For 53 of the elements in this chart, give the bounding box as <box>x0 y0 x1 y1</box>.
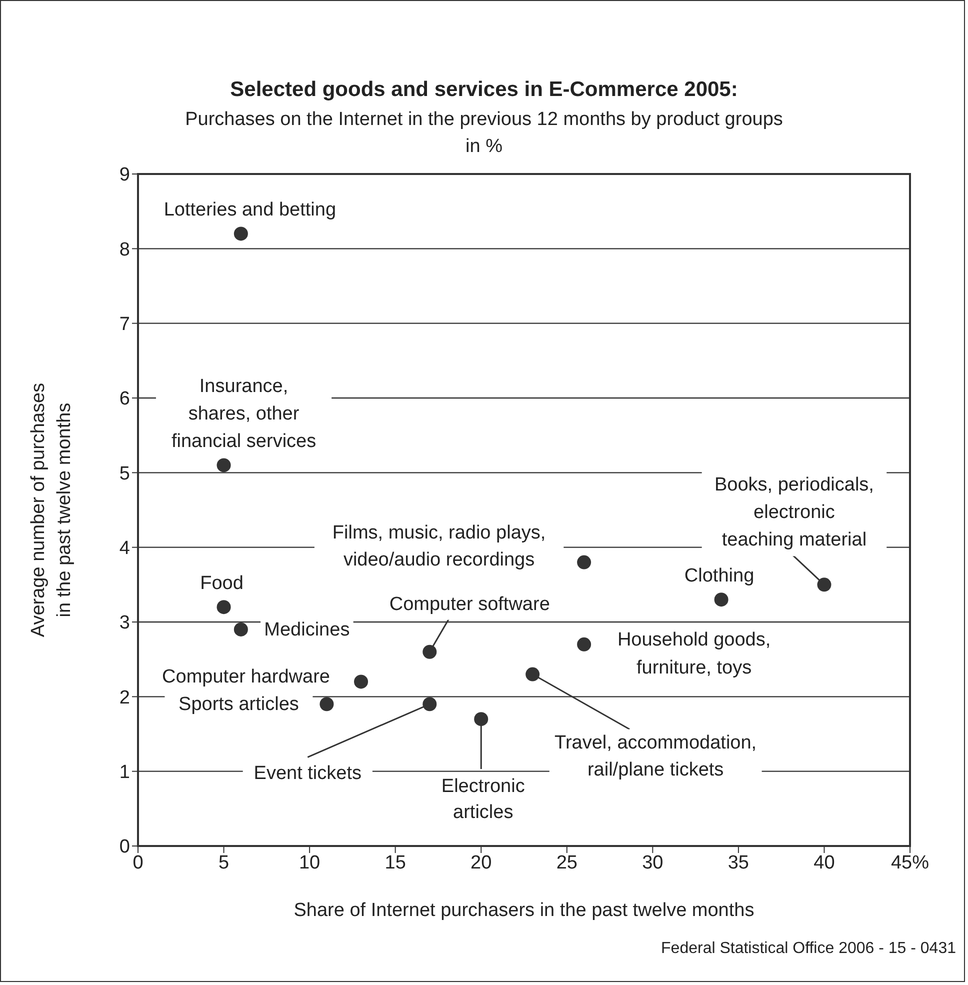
point <box>474 712 488 726</box>
point <box>422 644 437 659</box>
y-tick-label: 9 <box>119 164 130 186</box>
x-tick-label: 45% <box>890 852 930 874</box>
x-tick-label: 5 <box>218 852 230 874</box>
point <box>577 555 592 570</box>
x-axis-title: Share of Internet purchasers in the past twelve months <box>294 900 754 921</box>
annotation: Lotteries and betting <box>164 200 336 221</box>
y-axis-title: Average number of purchases in the past twelve months <box>28 382 75 638</box>
text: Federal Statistical Office 2006 - 15 - 0431 <box>661 940 956 957</box>
y-tick-label: 8 <box>119 239 130 260</box>
x-tick-label: 20 <box>470 852 492 874</box>
x-tick-label: 0 <box>132 852 144 874</box>
x-tick-label: 35 <box>728 852 750 874</box>
x-tick-label: 30 <box>642 852 664 874</box>
annotation: Travel, accommodation, rail/plane tickets <box>554 732 757 780</box>
point <box>422 697 437 712</box>
y-tick-label: 6 <box>119 388 130 410</box>
point <box>234 622 248 636</box>
y-tick-label: 7 <box>119 314 130 336</box>
point <box>526 667 540 682</box>
annotation: Medicines <box>264 619 350 640</box>
annotation: Clothing <box>684 566 754 587</box>
annotation: Insurance, shares, other financial services <box>171 376 316 452</box>
x-tick-label: 15 <box>384 852 406 874</box>
chart-subtitle: Purchases on the Internet in the previous 12 months by product groups in % <box>184 108 784 159</box>
y-tick-label: 3 <box>119 612 130 634</box>
y-tick-label: 4 <box>119 538 130 560</box>
y-tick-label: 0 <box>119 836 130 858</box>
y-tick-label: 5 <box>119 463 130 484</box>
annotation: Event tickets <box>254 763 362 784</box>
annotation: Food <box>200 573 244 594</box>
y-tick-label: 2 <box>119 687 130 708</box>
y-tick-label: 1 <box>119 762 130 784</box>
annotation: Sports articles <box>178 694 299 716</box>
annotation: Films, music, radio plays, video/audio recordings <box>332 522 546 570</box>
annotation: Books, periodicals, electronic teaching material <box>714 474 874 551</box>
point <box>817 578 832 592</box>
x-tick-label: 25 <box>556 852 578 874</box>
annotation: Computer hardware <box>162 666 330 688</box>
annotation: Household goods, furniture, toys <box>617 629 771 678</box>
x-tick-label: 10 <box>298 852 320 874</box>
point <box>714 592 728 607</box>
point <box>354 674 368 689</box>
point <box>216 458 231 472</box>
x-tick-label: 40 <box>814 852 835 874</box>
annotation: Computer software <box>389 594 550 615</box>
point <box>320 697 334 712</box>
point <box>234 226 248 241</box>
point <box>577 637 592 652</box>
point <box>216 600 231 614</box>
chart-title: Selected goods and services in E-Commerce 2005: <box>229 78 739 102</box>
annotation: Electronic articles <box>441 776 525 824</box>
